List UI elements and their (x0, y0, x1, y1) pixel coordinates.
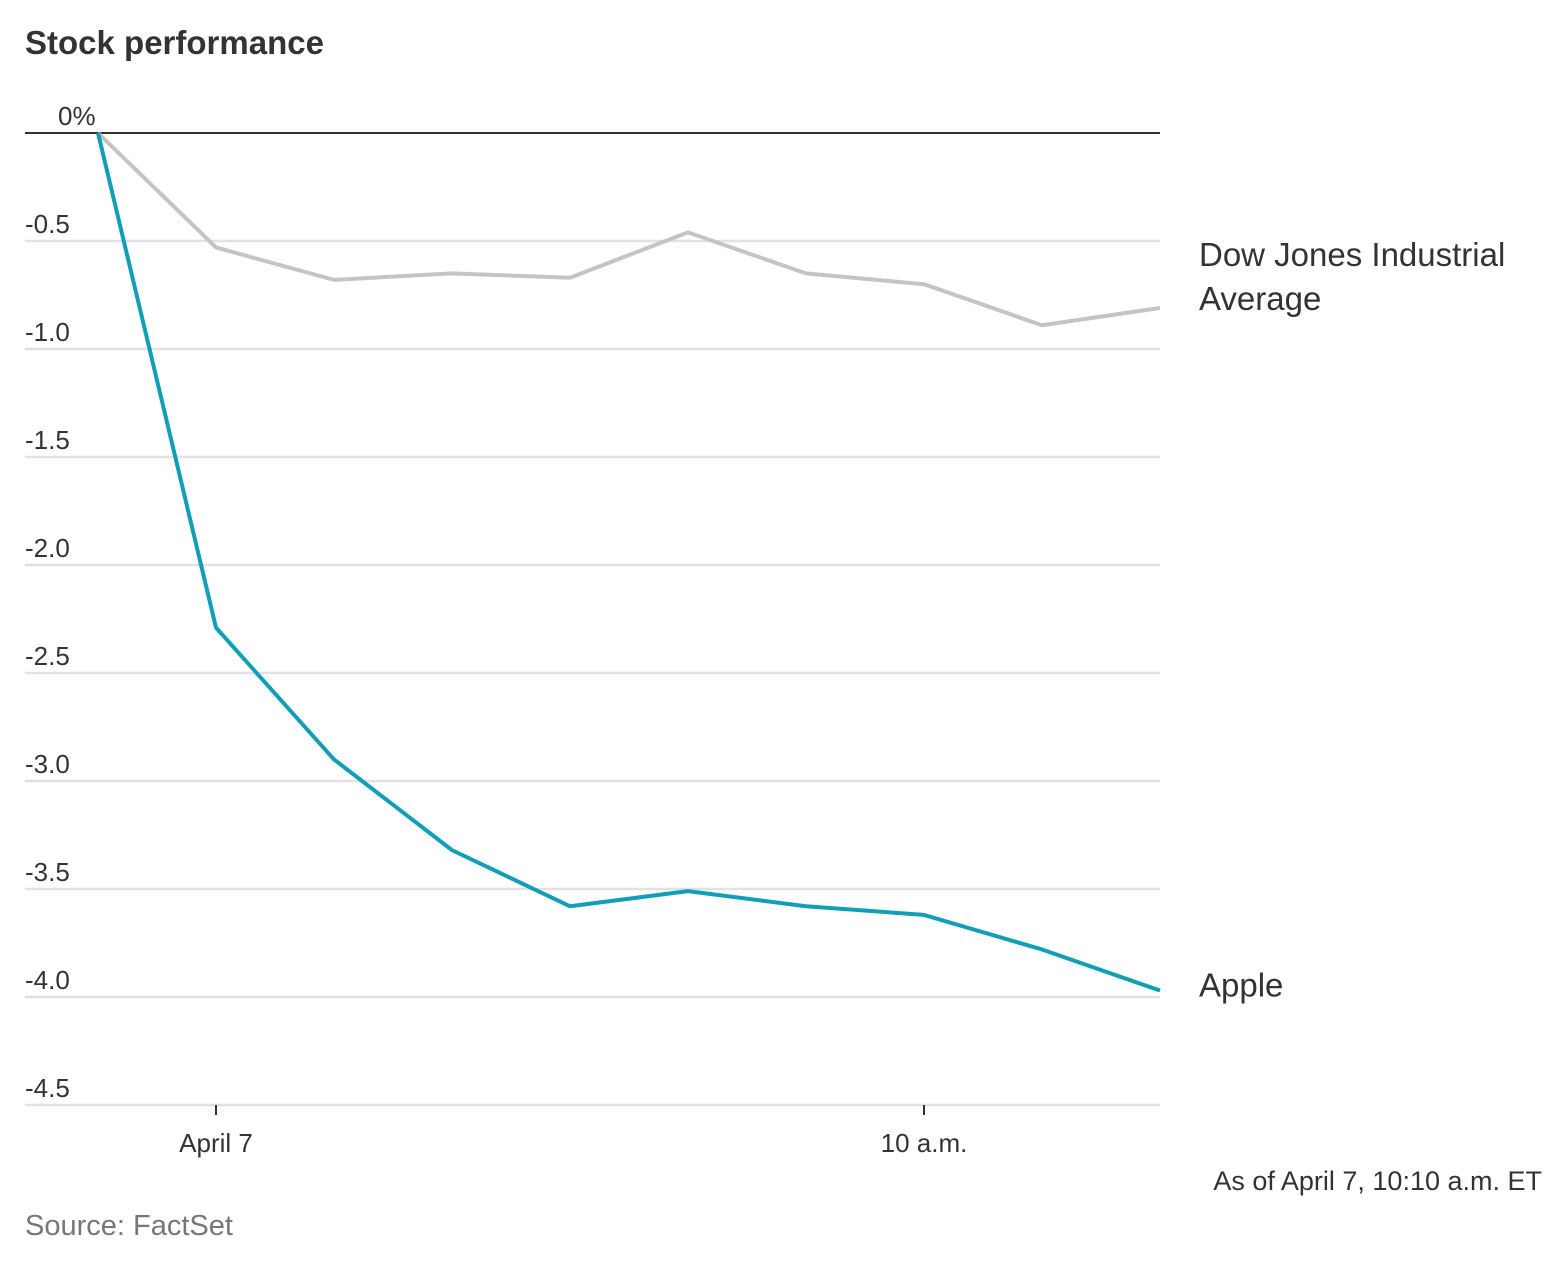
y-tick-label: -1.0 (25, 317, 70, 347)
series-line-apple (96, 132, 1161, 993)
as-of-note: As of April 7, 10:10 a.m. ET (1213, 1166, 1542, 1196)
series-label: Apple (1199, 967, 1283, 1004)
y-tick-label: 0% (58, 101, 96, 131)
chart-title: Stock performance (25, 24, 324, 61)
source-note: Source: FactSet (25, 1210, 233, 1242)
y-tick-label: -2.5 (25, 641, 70, 671)
series-label: Average (1199, 280, 1321, 317)
y-tick-label: -3.5 (25, 857, 70, 887)
y-tick-label: -4.0 (25, 965, 70, 995)
series-line-dow-jones-industrial-average (96, 131, 1161, 328)
x-tick-label: 10 a.m. (881, 1128, 968, 1158)
y-tick-label: -0.5 (25, 209, 70, 239)
y-tick-label: -4.5 (25, 1073, 70, 1103)
y-tick-label: -2.0 (25, 533, 70, 563)
y-tick-label: -1.5 (25, 425, 70, 455)
x-tick-label: April 7 (179, 1128, 253, 1158)
series-label: Dow Jones Industrial (1199, 236, 1505, 273)
y-tick-label: -3.0 (25, 749, 70, 779)
